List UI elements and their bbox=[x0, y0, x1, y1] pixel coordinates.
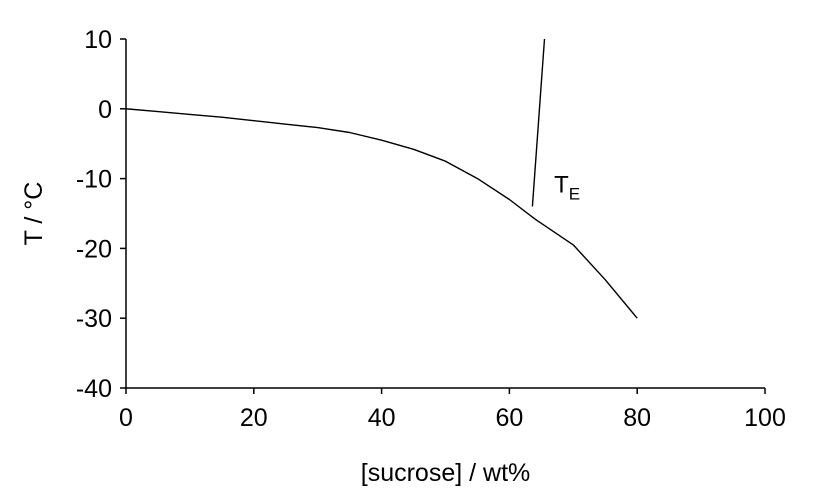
freezing-point-curve bbox=[125, 108, 638, 319]
x-tick-label: 80 bbox=[623, 404, 651, 432]
eutectic-annotation: TE bbox=[554, 172, 580, 204]
x-tick-label: 100 bbox=[744, 404, 786, 432]
y-tick-label: 0 bbox=[98, 96, 112, 124]
axes bbox=[125, 39, 765, 389]
y-tick-label: -10 bbox=[76, 166, 112, 194]
solubility-curve bbox=[531, 38, 546, 207]
y-tick-label: -30 bbox=[76, 305, 112, 333]
x-axis-label: [sucrose] / wt% bbox=[361, 459, 531, 487]
series-layer bbox=[125, 38, 638, 319]
x-tick-label: 0 bbox=[119, 404, 133, 432]
x-tick-group: 0 20 40 60 80 100 bbox=[119, 388, 786, 432]
y-tick-label: 10 bbox=[84, 26, 112, 54]
y-tick-label: -20 bbox=[76, 235, 112, 263]
x-tick-label: 60 bbox=[495, 404, 523, 432]
y-tick-label: -40 bbox=[76, 375, 112, 403]
x-tick-label: 40 bbox=[368, 404, 396, 432]
eutectic-annotation-subscript: E bbox=[569, 185, 580, 204]
x-tick-label: 20 bbox=[240, 404, 268, 432]
y-axis-label: T / °C bbox=[20, 182, 48, 246]
eutectic-annotation-main: T bbox=[554, 172, 569, 199]
y-tick-group: 10 0 -10 -20 -30 -40 bbox=[76, 26, 126, 403]
